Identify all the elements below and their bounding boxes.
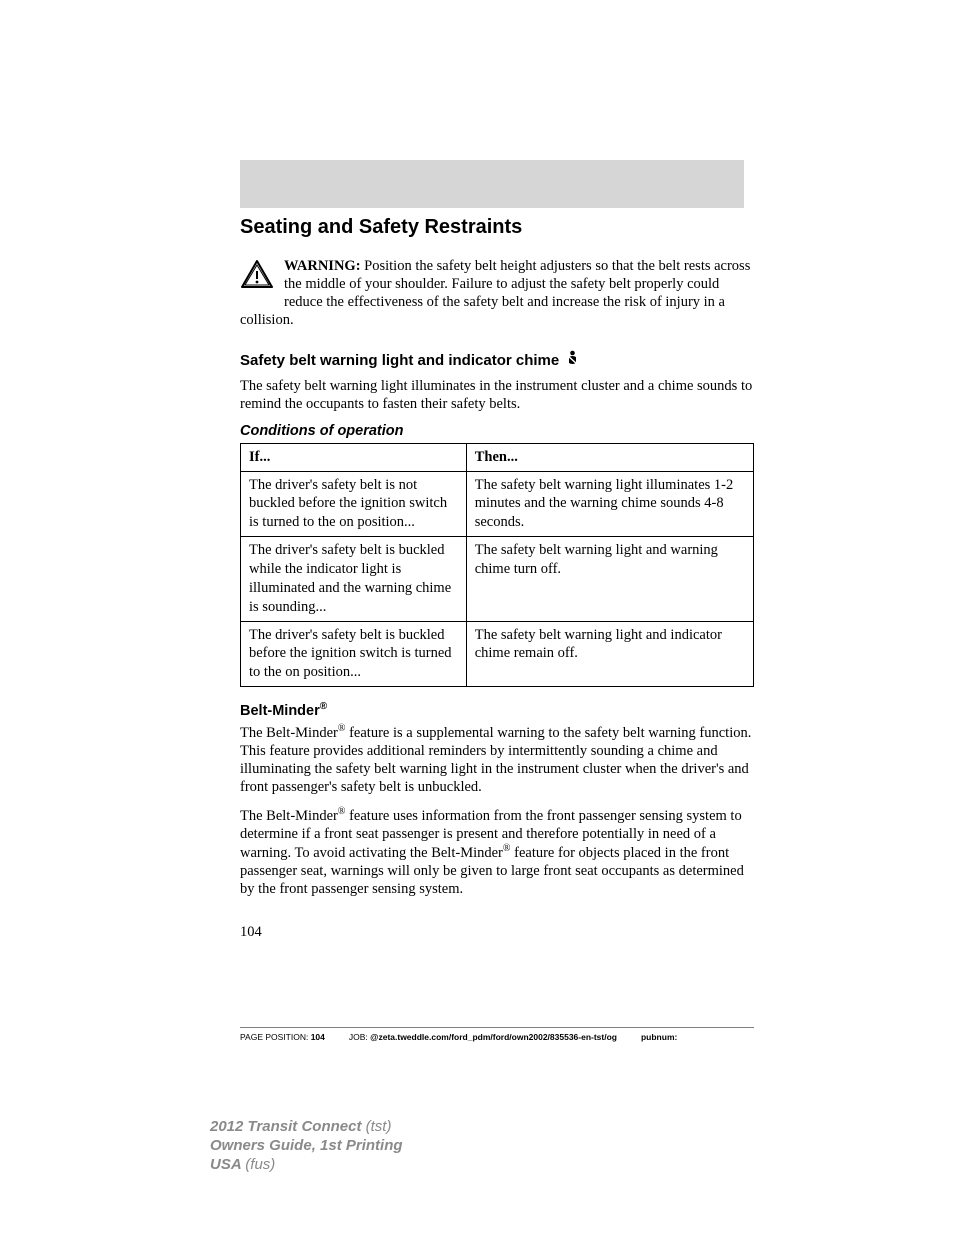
text-run: (tst) (366, 1118, 392, 1135)
col-if-header: If... (241, 443, 467, 471)
crop-footer: PAGE POSITION: 104 JOB: @zeta.tweddle.co… (240, 1027, 754, 1042)
page-number: 104 (240, 924, 754, 941)
footer-job-label: JOB: (349, 1032, 368, 1042)
footer-job: JOB: @zeta.tweddle.com/ford_pdm/ford/own… (349, 1032, 617, 1042)
doc-footer-line1: 2012 Transit Connect (tst) (210, 1118, 954, 1137)
para-safety-belt: The safety belt warning light illuminate… (240, 377, 754, 413)
belt-minder-heading: Belt-Minder® (240, 701, 754, 719)
cell-if: The driver's safety belt is buckled whil… (241, 537, 467, 621)
text-run: The Belt-Minder (240, 725, 338, 741)
cell-if: The driver's safety belt is buckled befo… (241, 621, 467, 687)
belt-heading-text: Belt-Minder (240, 703, 320, 719)
page-content: Seating and Safety Restraints WARNING: P… (0, 0, 954, 1082)
doc-footer-line3: USA (fus) (210, 1156, 954, 1175)
conditions-heading: Conditions of operation (240, 423, 754, 439)
registered-mark: ® (503, 843, 511, 854)
text-run: The Belt-Minder (240, 808, 338, 824)
footer-pos-label: PAGE POSITION: (240, 1032, 308, 1042)
text-run: USA (210, 1156, 245, 1173)
table-row: The driver's safety belt is buckled whil… (241, 537, 754, 621)
footer-pubnum-label: pubnum: (641, 1032, 677, 1042)
document-footer-wrap: 2012 Transit Connect (tst) Owners Guide,… (0, 1118, 954, 1214)
belt-para-2: The Belt-Minder® feature uses informatio… (240, 806, 754, 898)
table-row: The driver's safety belt is buckled befo… (241, 621, 754, 687)
section-title: Seating and Safety Restraints (240, 216, 754, 239)
conditions-table: If... Then... The driver's safety belt i… (240, 443, 754, 687)
cell-then: The safety belt warning light and indica… (466, 621, 753, 687)
footer-pos: PAGE POSITION: 104 (240, 1032, 325, 1042)
warning-triangle-icon (240, 259, 274, 294)
header-gray-band (240, 160, 744, 208)
table-header-row: If... Then... (241, 443, 754, 471)
document-footer: 2012 Transit Connect (tst) Owners Guide,… (210, 1118, 954, 1174)
text-run: 2012 Transit Connect (210, 1118, 366, 1135)
cell-if: The driver's safety belt is not buckled … (241, 471, 467, 537)
text-run: (fus) (245, 1156, 275, 1173)
safety-belt-heading: Safety belt warning light and indicator … (240, 350, 754, 371)
footer-job-val: @zeta.tweddle.com/ford_pdm/ford/own2002/… (370, 1032, 617, 1042)
warning-box: WARNING: Position the safety belt height… (240, 257, 754, 330)
heading1-text: Safety belt warning light and indicator … (240, 352, 559, 369)
table-row: The driver's safety belt is not buckled … (241, 471, 754, 537)
warning-label: WARNING: (284, 258, 361, 274)
registered-mark: ® (320, 701, 327, 712)
footer-pubnum: pubnum: (641, 1032, 677, 1042)
col-then-header: Then... (466, 443, 753, 471)
warning-text: WARNING: Position the safety belt height… (240, 258, 750, 328)
doc-footer-line2: Owners Guide, 1st Printing (210, 1137, 954, 1156)
seatbelt-person-icon (565, 354, 580, 371)
cell-then: The safety belt warning light and warnin… (466, 537, 753, 621)
footer-pos-val: 104 (311, 1032, 325, 1042)
belt-para-1: The Belt-Minder® feature is a supplement… (240, 723, 754, 796)
cell-then: The safety belt warning light illuminate… (466, 471, 753, 537)
